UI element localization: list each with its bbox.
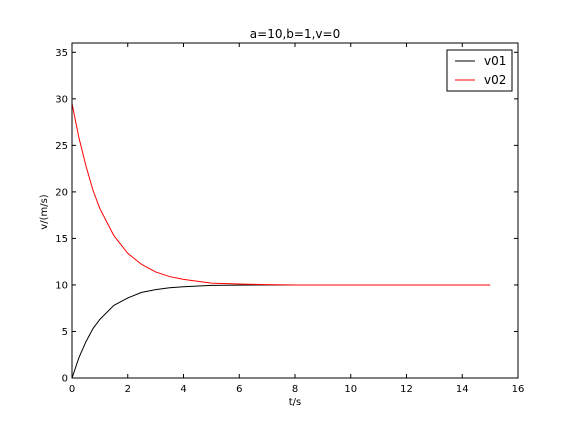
y-tick-label: 0: [62, 374, 68, 385]
y-tick-label: 30: [55, 94, 68, 105]
x-tick-label: 16: [512, 384, 525, 395]
x-tick-label: 12: [400, 384, 413, 395]
y-tick-label: 20: [55, 187, 68, 198]
chart-title: a=10,b=1,v=0: [250, 27, 340, 41]
x-tick-label: 2: [125, 384, 131, 395]
x-tick-label: 10: [344, 384, 357, 395]
series-line-v02: [72, 103, 491, 286]
y-axis-label: v/(m/s): [39, 194, 50, 230]
x-tick-label: 6: [236, 384, 242, 395]
y-tick-label: 35: [55, 48, 68, 59]
legend-label-v01: v01: [484, 54, 506, 68]
plot-area: 0 2 4 6 8 10 12 14 16 0 5 10 15 20 25 30 35: [55, 42, 525, 395]
y-tick-label: 5: [62, 327, 68, 338]
x-tick-label: 8: [292, 384, 298, 395]
x-tick-label: 14: [456, 384, 469, 395]
y-tick-label: 10: [55, 280, 68, 291]
x-axis-label: t/s: [289, 397, 302, 408]
legend-box: [446, 49, 513, 92]
y-tick-label: 25: [55, 141, 68, 152]
x-tick-label: 0: [69, 384, 75, 395]
x-tick-label: 4: [180, 384, 186, 395]
legend-label-v02: v02: [484, 73, 506, 87]
y-tick-label: 15: [55, 234, 68, 245]
